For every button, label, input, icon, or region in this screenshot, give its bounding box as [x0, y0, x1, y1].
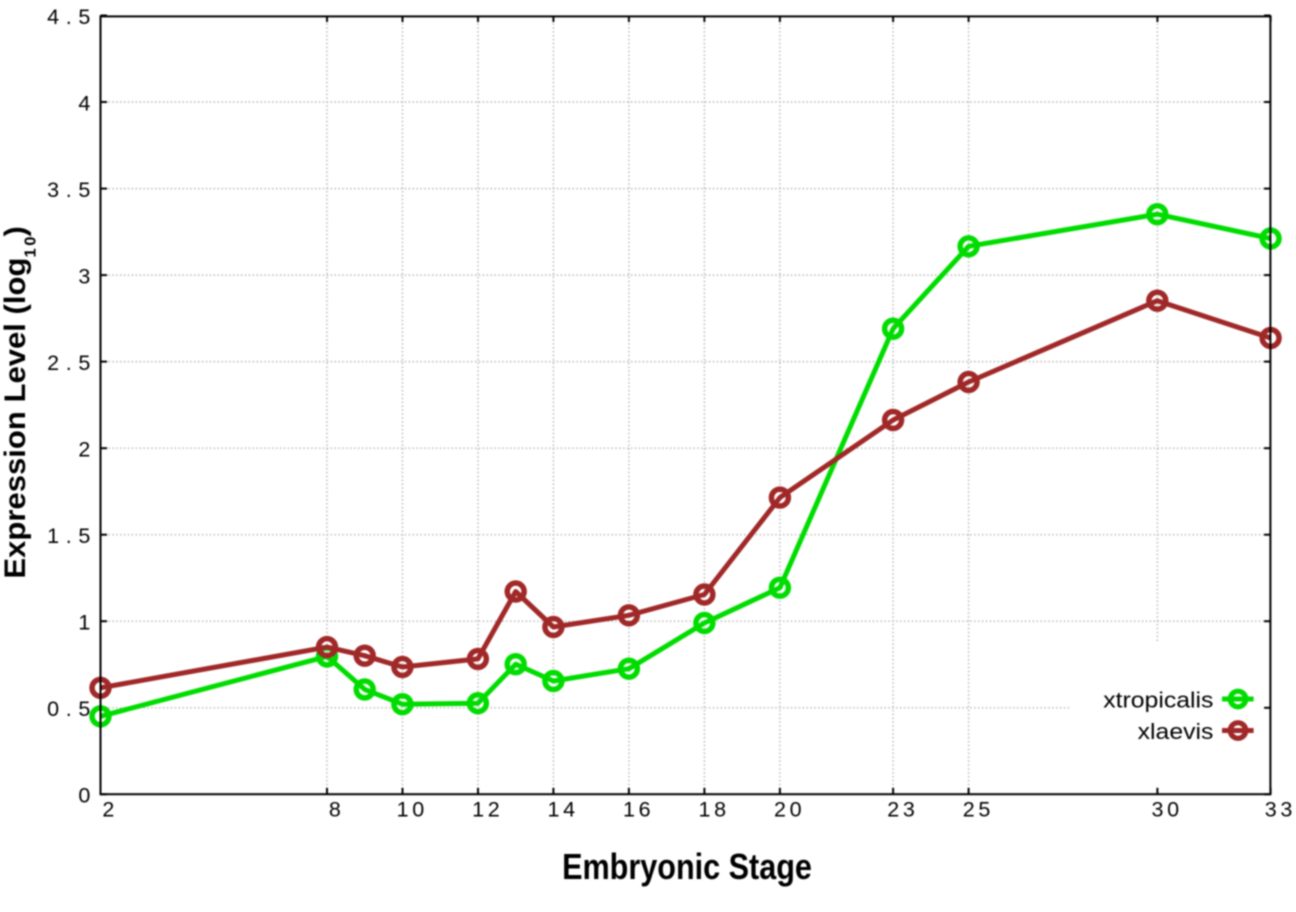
svg-text:5: 5	[78, 697, 90, 721]
svg-text:0: 0	[1167, 798, 1179, 822]
svg-text:Embryonic Stage: Embryonic Stage	[562, 848, 812, 888]
svg-text:2: 2	[774, 798, 786, 822]
svg-text:3: 3	[1280, 798, 1292, 822]
svg-text:1: 1	[548, 798, 560, 822]
svg-text:.: .	[66, 697, 72, 721]
svg-text:8: 8	[714, 798, 726, 822]
svg-text:0: 0	[412, 798, 424, 822]
svg-text:.: .	[66, 5, 72, 29]
svg-text:.: .	[66, 524, 72, 548]
svg-text:1: 1	[47, 524, 59, 548]
svg-text:1: 1	[78, 611, 90, 635]
svg-text:xlaevis: xlaevis	[1138, 719, 1214, 743]
svg-text:1: 1	[699, 798, 711, 822]
svg-text:3: 3	[1265, 798, 1277, 822]
svg-text:2: 2	[102, 798, 114, 822]
svg-text:2: 2	[887, 798, 899, 822]
svg-text:2: 2	[78, 438, 90, 462]
svg-text:2: 2	[963, 798, 975, 822]
svg-text:xtropicalis: xtropicalis	[1103, 688, 1213, 712]
svg-text:4: 4	[47, 5, 59, 29]
svg-text:4: 4	[78, 91, 90, 115]
svg-text:5: 5	[78, 351, 90, 375]
svg-text:5: 5	[78, 5, 90, 29]
svg-text:.: .	[66, 351, 72, 375]
svg-text:0: 0	[78, 784, 90, 808]
svg-text:0: 0	[790, 798, 802, 822]
svg-text:6: 6	[639, 798, 651, 822]
svg-text:4: 4	[563, 798, 575, 822]
svg-text:5: 5	[78, 178, 90, 202]
svg-text:2: 2	[488, 798, 500, 822]
svg-text:3: 3	[1152, 798, 1164, 822]
svg-text:3: 3	[47, 178, 59, 202]
svg-text:3: 3	[78, 265, 90, 289]
svg-text:1: 1	[623, 798, 635, 822]
svg-text:.: .	[66, 178, 72, 202]
svg-text:5: 5	[978, 798, 990, 822]
svg-text:1: 1	[472, 798, 484, 822]
svg-text:5: 5	[78, 524, 90, 548]
svg-text:0: 0	[47, 697, 59, 721]
svg-text:3: 3	[903, 798, 915, 822]
svg-text:2: 2	[47, 351, 59, 375]
svg-text:1: 1	[397, 798, 409, 822]
svg-text:8: 8	[329, 798, 341, 822]
